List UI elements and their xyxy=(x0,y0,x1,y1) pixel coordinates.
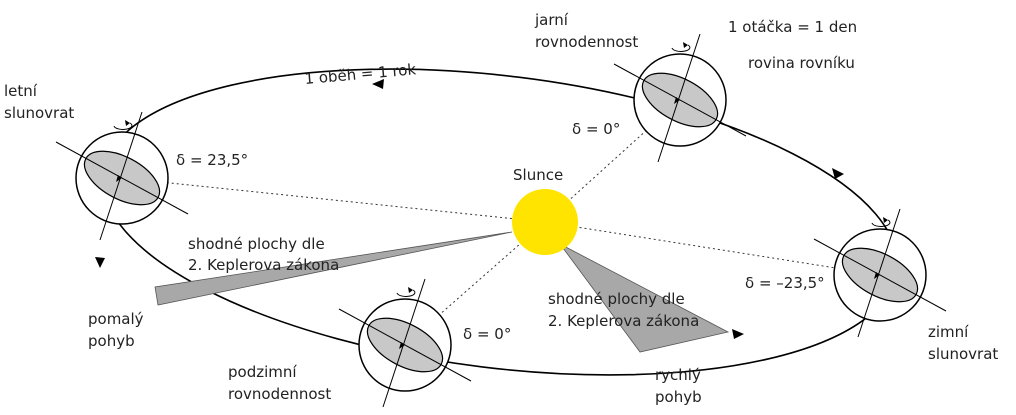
label: δ = 0° xyxy=(463,325,511,343)
orbit-arrow xyxy=(832,168,844,179)
earth xyxy=(338,278,472,408)
label: pomalý xyxy=(88,310,144,328)
label: δ = 0° xyxy=(572,120,620,138)
label: rovnodennost xyxy=(535,33,638,51)
label: pohyb xyxy=(88,332,135,350)
orbit xyxy=(101,68,899,376)
sun-lines xyxy=(121,99,881,346)
orbit-arrow xyxy=(372,79,384,89)
label: jarní xyxy=(534,11,569,29)
orbit-arrow xyxy=(732,329,744,339)
sun xyxy=(512,189,578,255)
label: 1 oběh = 1 rok xyxy=(304,60,417,88)
earth xyxy=(613,33,747,163)
earth xyxy=(55,111,189,241)
label: shodné plochy dle xyxy=(548,290,685,308)
label: slunovrat xyxy=(928,345,998,363)
kepler-area xyxy=(154,231,513,306)
label: slunovrat xyxy=(4,104,74,122)
label: δ = 23,5° xyxy=(176,151,248,169)
kepler-area xyxy=(559,243,730,353)
label: rovnodennost xyxy=(228,385,331,403)
label: δ = –23,5° xyxy=(745,274,825,292)
label: letní xyxy=(4,82,38,100)
label: zimní xyxy=(928,323,969,341)
label: rovina rovníku xyxy=(748,54,855,72)
label: rychlý xyxy=(655,366,701,384)
label: 2. Keplerova zákona xyxy=(188,256,339,274)
label: podzimní xyxy=(228,363,297,381)
earth xyxy=(813,208,947,338)
label: pohyb xyxy=(655,388,702,406)
label: 2. Keplerova zákona xyxy=(548,312,699,330)
orbit-arrow xyxy=(95,257,105,268)
label: 1 otáčka = 1 den xyxy=(728,18,857,36)
label: Slunce xyxy=(513,166,563,184)
label: shodné plochy dle xyxy=(188,235,325,253)
